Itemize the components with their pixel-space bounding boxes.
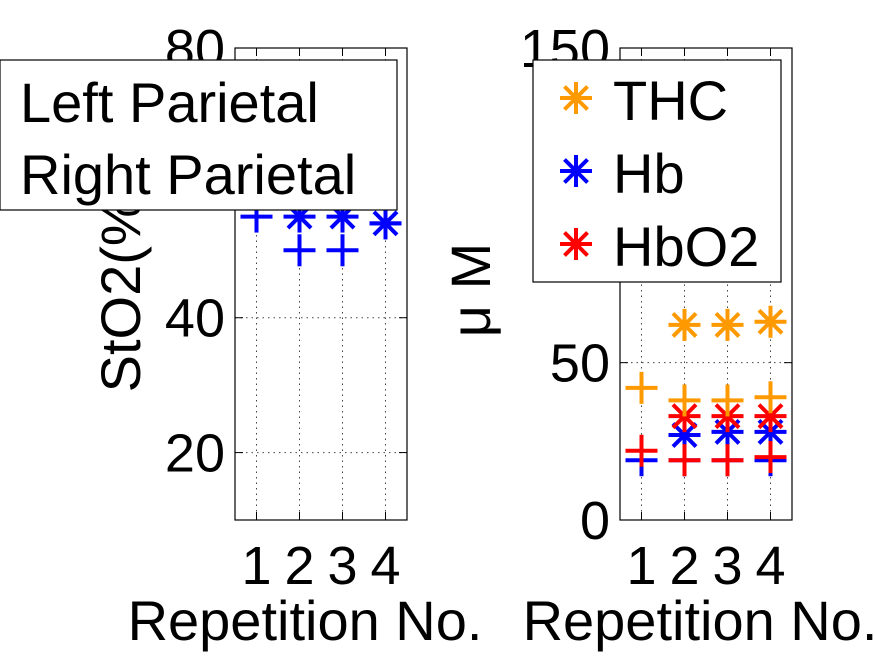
legend: THC Hb HbO2 — [532, 59, 782, 283]
series-group-4 — [625, 371, 787, 417]
x-tick-label: 4 — [370, 536, 400, 596]
series-thc — [668, 305, 787, 341]
x-axis-label: Repetition No. — [523, 589, 875, 652]
legend-entry: Left Parietal — [20, 71, 319, 134]
data-point — [754, 305, 787, 338]
legend-box — [0, 59, 398, 211]
x-tick-label: 3 — [327, 536, 357, 596]
legend-entry: THC — [613, 69, 728, 132]
y-tick-label: 0 — [580, 491, 610, 551]
data-point — [625, 371, 658, 404]
data-point — [711, 444, 744, 477]
data-point — [326, 234, 359, 267]
data-point — [754, 441, 787, 474]
y-tick-label: 20 — [165, 424, 225, 484]
y-axis-label: StO2(%) — [89, 178, 152, 393]
x-tick-label: 1 — [241, 536, 271, 596]
legend-entry: HbO2 — [613, 215, 759, 278]
legend-marker — [560, 82, 592, 114]
x-axis-label: Repetition No. — [128, 589, 483, 652]
x-tick-label: 1 — [626, 536, 656, 596]
data-point — [625, 434, 658, 467]
data-point — [754, 381, 787, 414]
data-point — [711, 308, 744, 341]
legend-entry: Hb — [613, 142, 685, 205]
data-point — [668, 444, 701, 477]
data-point — [711, 384, 744, 417]
legend-marker — [560, 228, 592, 260]
legend-entry: Right Parietal — [20, 143, 356, 206]
y-tick-label: 40 — [165, 289, 225, 349]
y-tick-label: 50 — [550, 334, 610, 394]
data-point — [668, 308, 701, 341]
series-group-6 — [625, 434, 787, 477]
data-point — [283, 234, 316, 267]
legend: Left Parietal Right Parietal — [0, 59, 398, 211]
data-point — [369, 207, 402, 240]
x-tick-label: 2 — [669, 536, 699, 596]
x-tick-label: 4 — [755, 536, 785, 596]
y-axis-label: μ M — [439, 243, 502, 337]
data-point — [668, 384, 701, 417]
data-point — [754, 400, 787, 433]
legend-marker — [560, 155, 592, 187]
x-tick-label: 2 — [284, 536, 314, 596]
x-tick-label: 3 — [712, 536, 742, 596]
